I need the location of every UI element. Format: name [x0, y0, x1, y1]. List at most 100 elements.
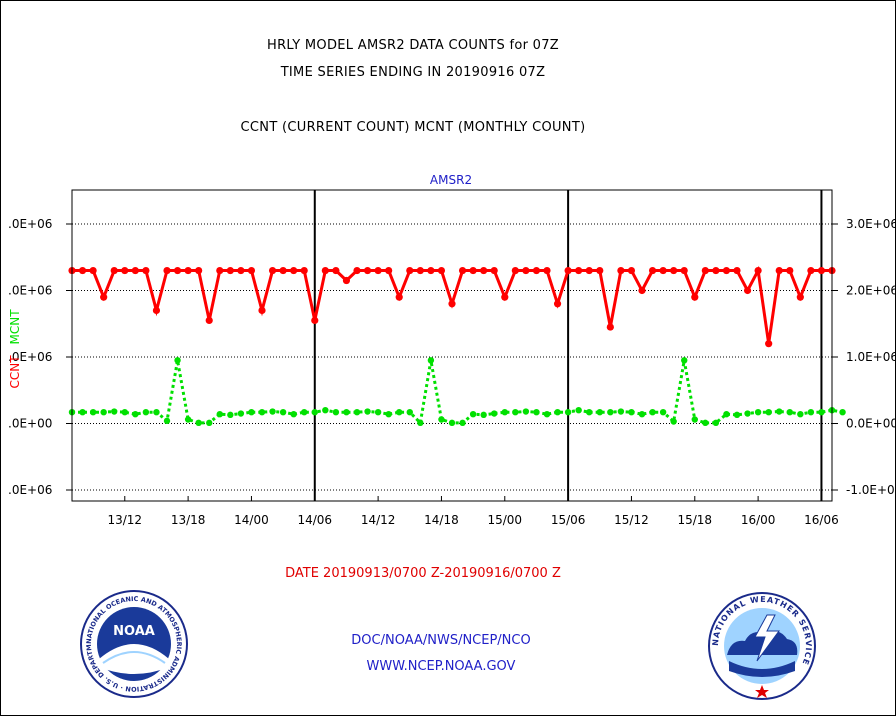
data-point-ccnt [796, 293, 804, 301]
data-point-ccnt [458, 266, 467, 275]
data-point-ccnt [195, 266, 203, 275]
data-point-mcnt [184, 416, 192, 423]
data-point-mcnt [501, 408, 508, 416]
data-point-mcnt [712, 419, 720, 427]
data-point-ccnt [712, 266, 720, 275]
data-point-mcnt [459, 419, 466, 427]
x-tick-label: 14/00 [234, 513, 269, 527]
noaa-logo-text: NOAA [113, 624, 155, 639]
y-tick-label-left: .0E+06 [8, 217, 52, 231]
data-point-mcnt [142, 408, 150, 416]
data-point-mcnt [533, 408, 540, 416]
x-tick-label: 15/06 [551, 513, 586, 527]
data-point-ccnt [817, 266, 826, 275]
data-point-ccnt [701, 266, 709, 275]
x-tick-label: 15/00 [487, 513, 522, 527]
data-point-mcnt [385, 410, 392, 418]
data-point-mcnt [586, 408, 593, 416]
data-point-mcnt [617, 408, 625, 415]
panel-label: AMSR2 [430, 173, 472, 187]
data-point-mcnt [132, 410, 139, 418]
data-point-ccnt [480, 266, 488, 275]
data-point-mcnt [258, 408, 266, 416]
y-axis-label-ccnt: CCNT [8, 355, 22, 389]
data-point-mcnt [786, 408, 793, 416]
data-point-ccnt [332, 266, 340, 275]
data-point-ccnt [543, 266, 551, 275]
data-point-ccnt [469, 266, 477, 275]
data-point-ccnt [268, 266, 277, 275]
data-point-ccnt [648, 266, 657, 275]
data-point-mcnt [797, 410, 804, 418]
data-point-ccnt [311, 316, 319, 325]
data-point-mcnt [417, 419, 424, 427]
data-point-ccnt [722, 266, 731, 275]
data-point-ccnt [511, 266, 519, 275]
data-point-ccnt [321, 266, 329, 275]
gridlines [72, 190, 832, 501]
data-point-ccnt [142, 266, 150, 275]
data-point-ccnt [152, 306, 161, 315]
data-point-ccnt [216, 266, 224, 275]
data-point-mcnt [543, 410, 551, 418]
data-point-ccnt [385, 266, 393, 275]
data-point-ccnt [300, 266, 308, 275]
chart-subtitle: CCNT (CURRENT COUNT) MCNT (MONTHLY COUNT… [240, 120, 586, 135]
data-point-mcnt [659, 408, 667, 416]
website-link[interactable]: WWW.NCEP.NOAA.GOV [366, 659, 516, 674]
data-point-ccnt [247, 266, 256, 275]
data-point-mcnt [670, 418, 677, 425]
data-point-mcnt [206, 419, 213, 427]
data-point-mcnt [343, 408, 350, 416]
data-point-mcnt [575, 407, 582, 414]
data-point-mcnt [111, 408, 118, 415]
series-layer [68, 265, 846, 427]
x-tick-label: 14/18 [424, 513, 459, 527]
x-tick-label: 14/06 [297, 513, 332, 527]
tick-labels: .0E+06 3.0E+06 .0E+06 2.0E+06 .0E+06 1.0E+06.… [8, 217, 896, 527]
data-point-mcnt [649, 408, 656, 416]
data-point-ccnt [501, 293, 509, 301]
plot-area-border [71, 189, 833, 502]
y-tick-label-left: .0E+06 [8, 350, 52, 364]
noaa-logo: NOAA NATIONAL OCEANIC AND ATMOSPHERIC AD… [79, 589, 188, 698]
data-point-ccnt [279, 266, 287, 275]
data-point-ccnt [564, 266, 572, 275]
chart-title-line1: HRLY MODEL AMSR2 DATA COUNTS for 07Z [267, 38, 559, 53]
data-point-ccnt [416, 266, 424, 275]
data-point-ccnt [89, 266, 97, 275]
data-point-mcnt [723, 410, 730, 418]
org-link[interactable]: DOC/NOAA/NWS/NCEP/NCO [351, 633, 531, 648]
data-point-ccnt [131, 266, 139, 275]
data-point-mcnt [554, 408, 561, 416]
data-point-mcnt [469, 410, 477, 418]
data-point-mcnt [702, 419, 709, 427]
data-point-mcnt [195, 419, 202, 427]
data-point-mcnt [607, 408, 614, 416]
y-tick-label-left: .0E+06 [8, 284, 52, 298]
x-tick-label: 14/12 [361, 513, 396, 527]
data-point-mcnt [807, 408, 815, 416]
data-point-mcnt [89, 408, 97, 416]
data-point-ccnt [765, 340, 773, 348]
y-axis-label-mcnt: MCNT [8, 309, 22, 345]
y-tick-label-right: 3.0E+06 [846, 217, 896, 231]
data-point-ccnt [596, 266, 604, 275]
data-point-mcnt [776, 408, 783, 415]
data-point-ccnt [522, 266, 530, 275]
y-tick-label-right: -1.0E+06 [846, 483, 896, 497]
data-point-mcnt [438, 416, 445, 423]
data-point-mcnt [322, 407, 329, 414]
data-point-mcnt [174, 357, 181, 364]
data-point-ccnt [184, 266, 192, 275]
data-point-mcnt [512, 408, 519, 416]
data-point-mcnt [448, 419, 456, 427]
data-point-ccnt [659, 266, 667, 275]
x-tick-label: 15/18 [677, 513, 712, 527]
data-point-ccnt [553, 300, 562, 308]
data-point-mcnt [153, 408, 160, 416]
data-point-ccnt [173, 266, 182, 275]
data-point-ccnt [448, 300, 456, 308]
data-point-ccnt [786, 266, 794, 275]
data-point-mcnt [638, 410, 646, 418]
